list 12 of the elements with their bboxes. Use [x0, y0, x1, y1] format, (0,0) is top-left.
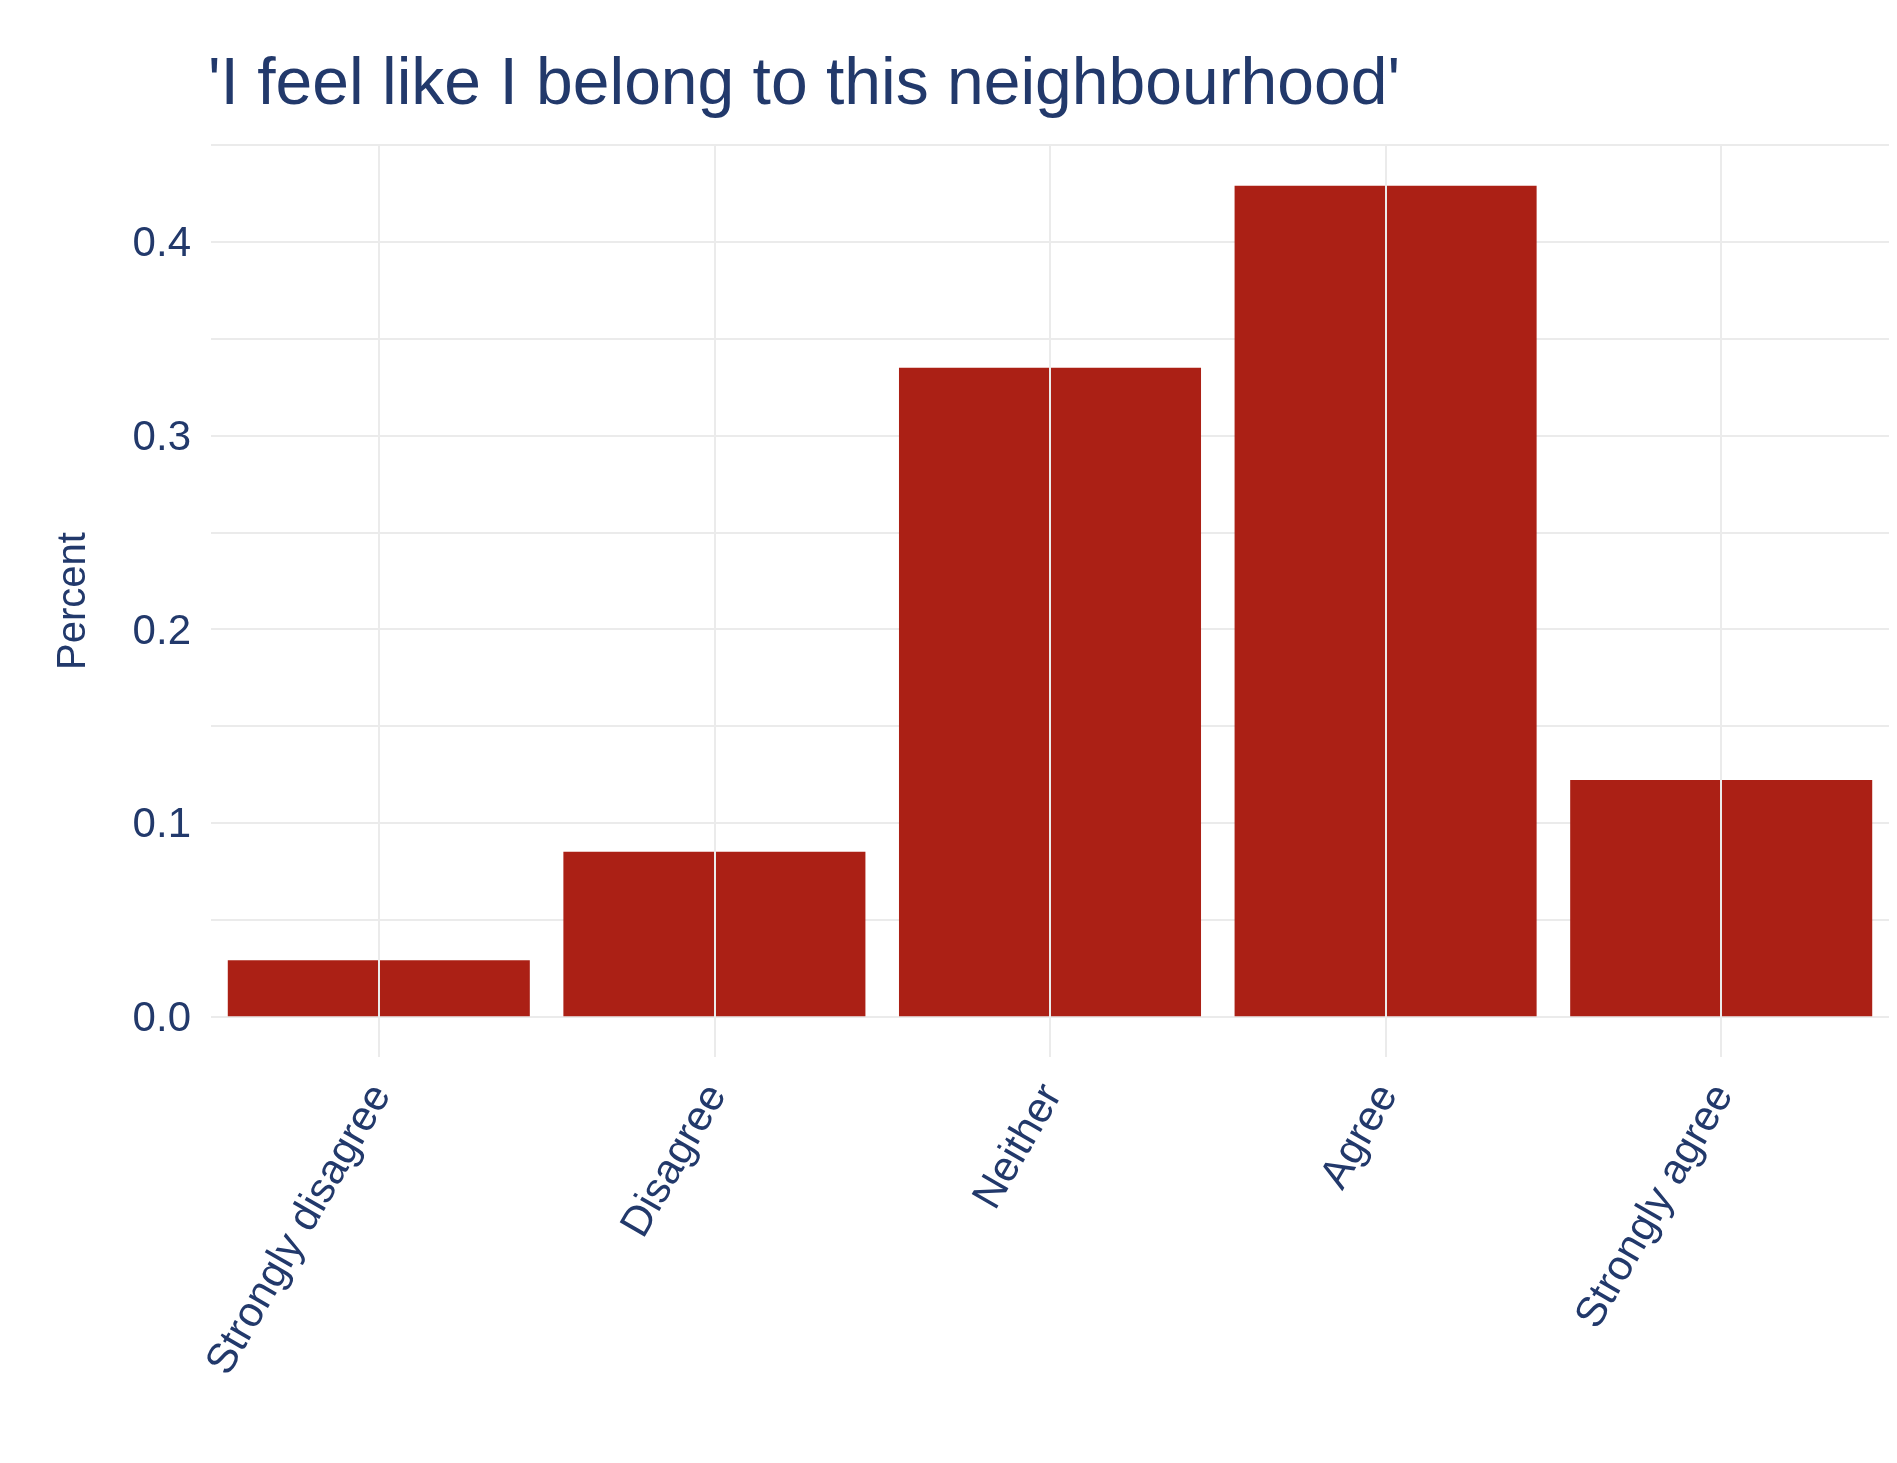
bar — [563, 851, 866, 1017]
y-tick-label: 0.1 — [132, 799, 191, 847]
y-axis-title: Percent — [49, 532, 93, 670]
y-tick-label: 0.3 — [132, 411, 191, 459]
bar — [1234, 185, 1537, 1017]
chart-title: 'I feel like I belong to this neighbourhood' — [208, 44, 1401, 118]
y-tick-label: 0.0 — [132, 992, 191, 1040]
bar — [227, 960, 530, 1017]
y-tick-label: 0.2 — [132, 605, 191, 653]
bar — [898, 367, 1202, 1017]
bar — [1570, 780, 1873, 1017]
y-tick-label: 0.4 — [132, 218, 191, 266]
